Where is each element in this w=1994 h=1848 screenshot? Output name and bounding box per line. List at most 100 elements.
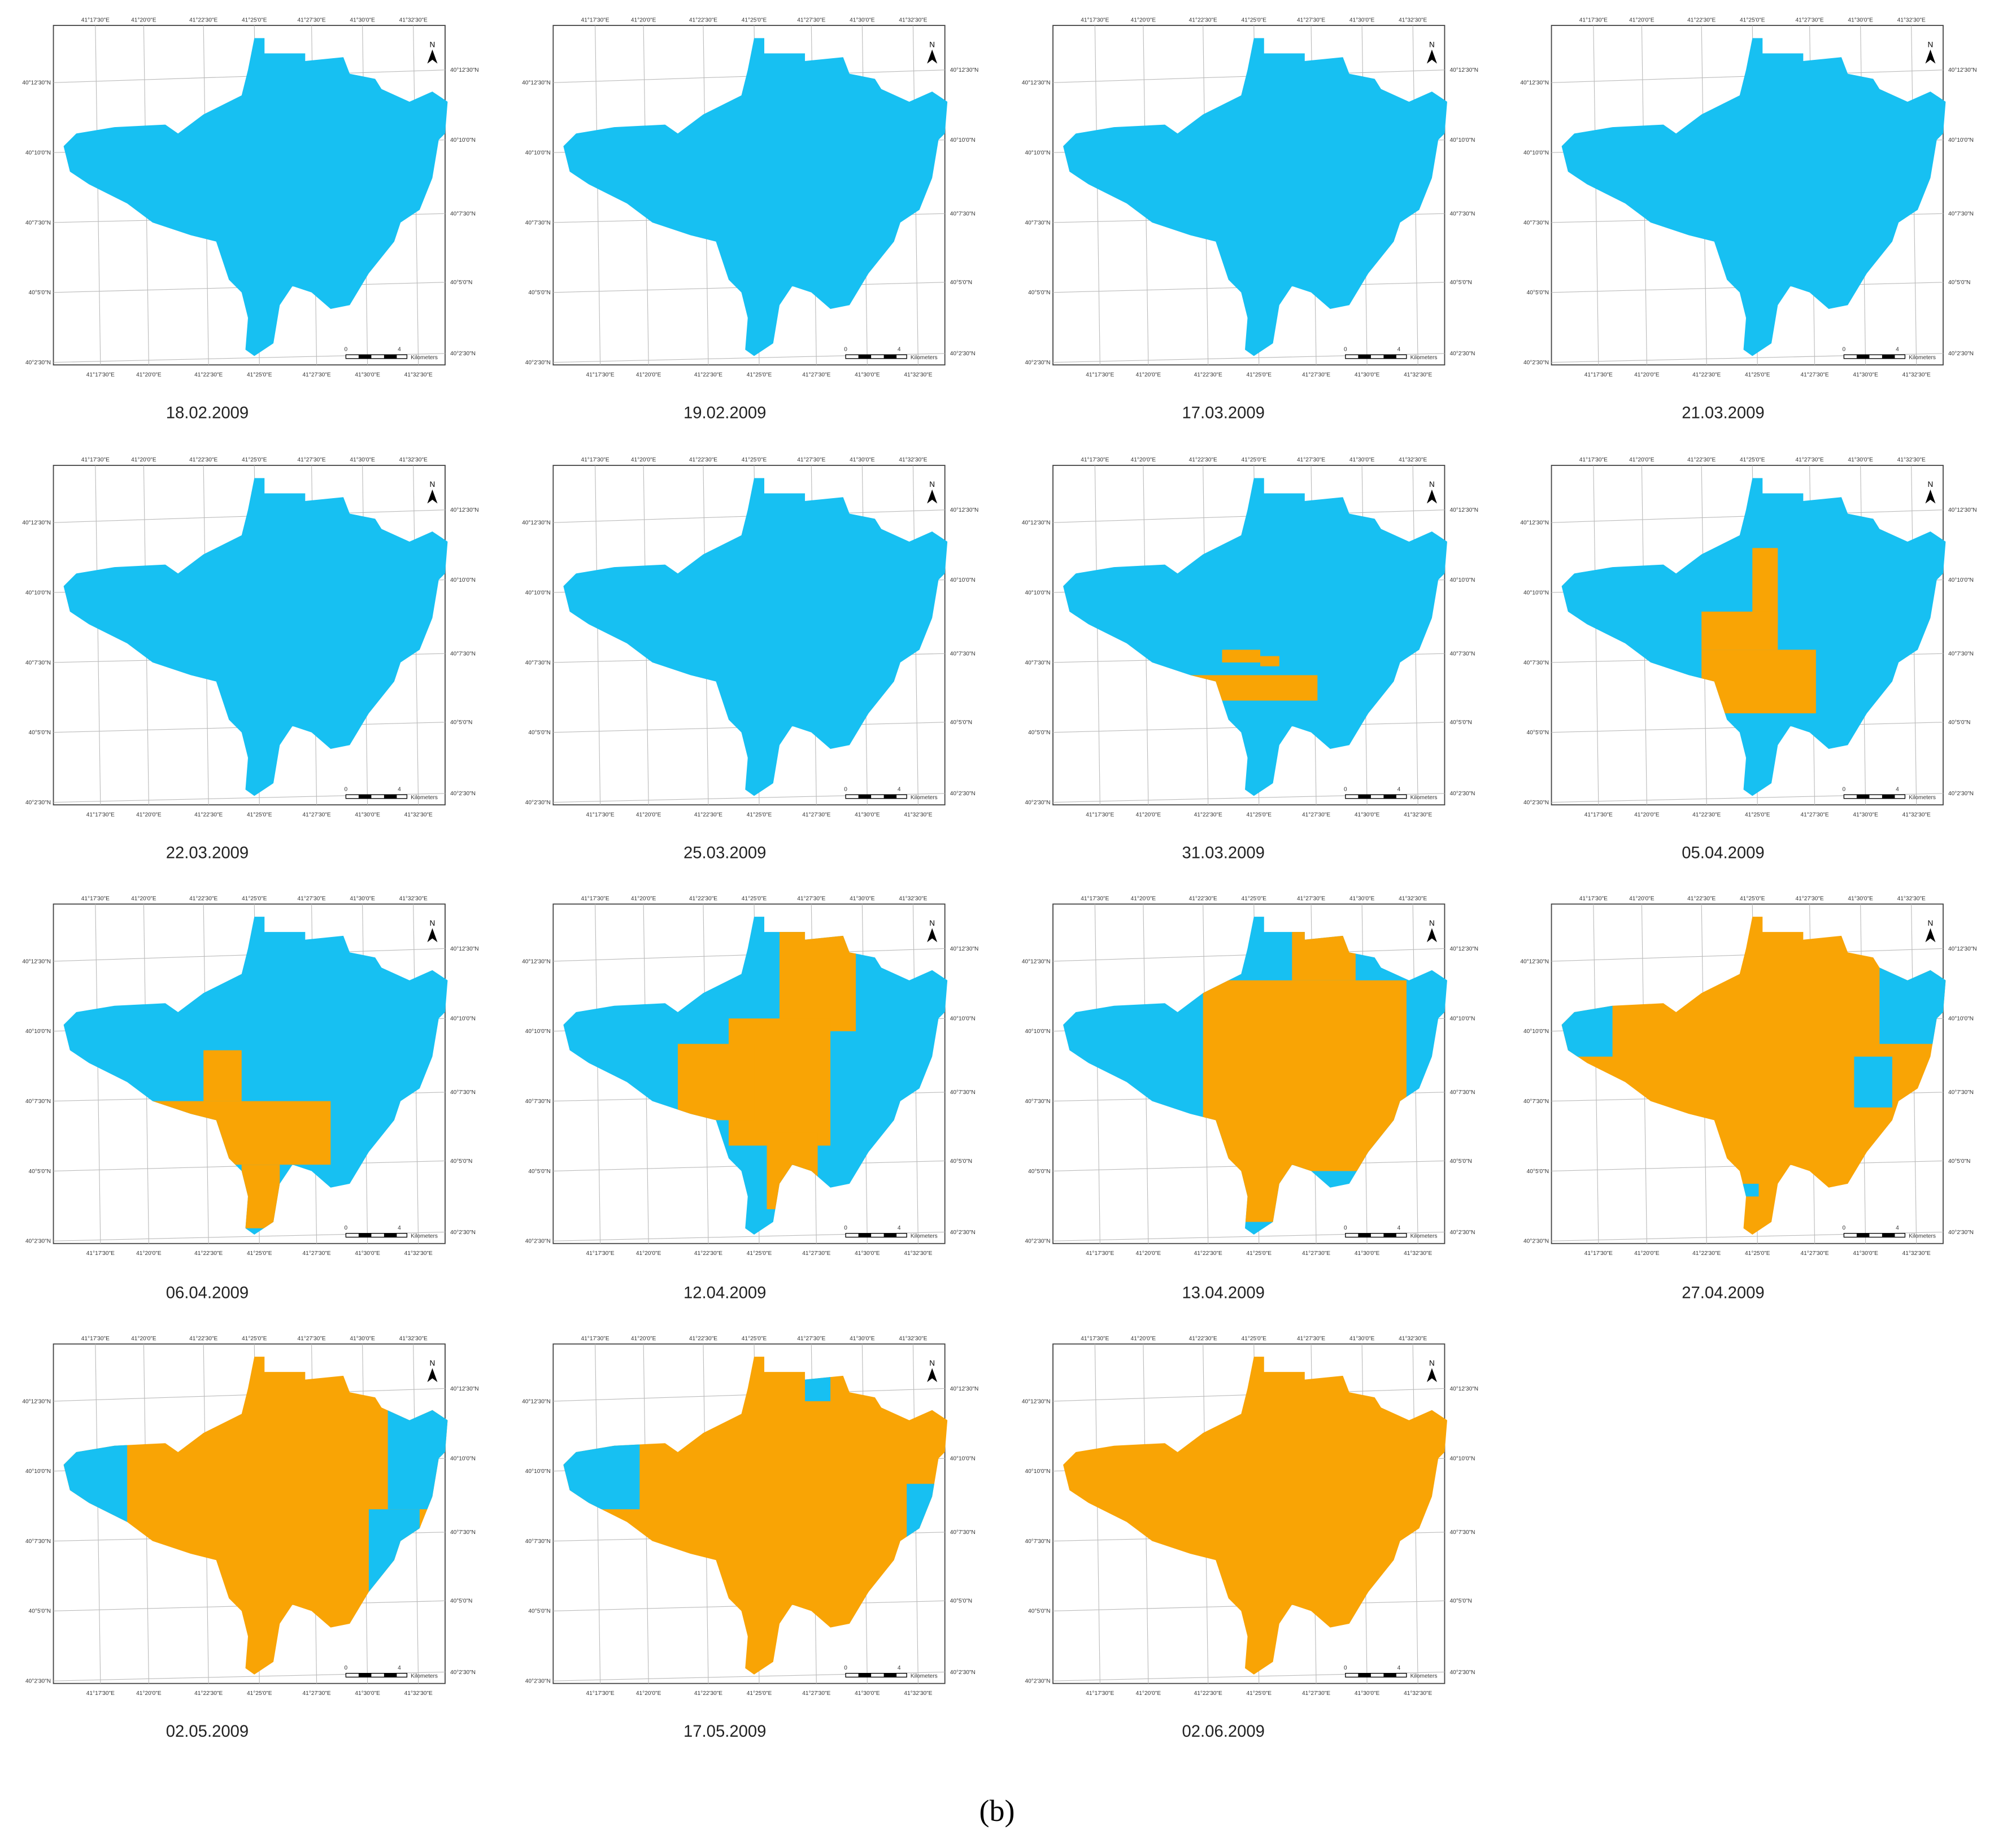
lat-label: 40°7'30"N	[950, 1529, 976, 1536]
lat-label: 40°12'30"N	[1520, 958, 1549, 965]
north-arrow	[927, 1368, 938, 1383]
scale-bar-fill	[1856, 355, 1870, 359]
lat-label: 40°2'30"N	[950, 791, 976, 797]
lat-label: 40°7'30"N	[450, 1089, 476, 1096]
lon-label: 41°27'30"E	[303, 1690, 331, 1697]
lat-label: 40°10'0"N	[25, 590, 51, 596]
lat-label: 40°10'0"N	[525, 590, 551, 596]
lon-label: 41°22'30"E	[694, 372, 722, 378]
lon-label: 41°22'30"E	[1692, 372, 1721, 378]
lon-label: 41°27'30"E	[1796, 457, 1824, 463]
lon-label: 41°25'0"E	[1740, 457, 1765, 463]
lat-label: 40°5'0"N	[29, 1609, 51, 1615]
grid-line	[1593, 465, 1599, 805]
lon-label: 41°25'0"E	[1247, 372, 1272, 378]
lon-label: 41°20'0"E	[131, 17, 156, 23]
scale-bar-fill	[1882, 795, 1895, 799]
lon-label: 41°22'30"E	[1687, 896, 1716, 902]
scale-label: 0	[1843, 346, 1846, 352]
cover-patch	[780, 929, 856, 1031]
scale-label: 4	[398, 786, 401, 792]
date-label: 12.04.2009	[683, 1284, 766, 1302]
lat-label: 40°2'30"N	[450, 791, 476, 797]
scale-bar-fill	[384, 1673, 397, 1677]
scale-label: 0	[1843, 1225, 1846, 1231]
lon-label: 41°25'0"E	[747, 372, 772, 378]
basin	[1063, 1357, 1447, 1675]
lat-label: 40°10'0"N	[450, 1016, 476, 1022]
lat-label: 40°2'30"N	[950, 1670, 976, 1676]
map-panel: 41°17'30"E 41°17'30"E 41°20'0"E 41°20'0"E 41…	[522, 896, 978, 1257]
date-label: 02.06.2009	[1182, 1723, 1265, 1741]
lon-label: 41°25'0"E	[1745, 372, 1770, 378]
scale-bar	[345, 1672, 408, 1678]
scale-label: 0	[844, 786, 847, 792]
basin	[1063, 478, 1447, 796]
lat-label: 40°2'30"N	[1449, 1230, 1475, 1236]
lat-label: 40°12'30"N	[22, 80, 51, 86]
north-arrow	[927, 49, 938, 64]
north-label: N	[1429, 919, 1435, 927]
scale-unit: Kilometers	[1410, 795, 1438, 801]
lon-label: 41°22'30"E	[1189, 17, 1217, 23]
grid-line	[95, 25, 101, 365]
north-arrow	[1426, 489, 1437, 504]
lon-label: 41°30'0"E	[855, 812, 880, 818]
lon-label: 41°22'30"E	[694, 812, 722, 818]
lon-label: 41°17'30"E	[1086, 1250, 1114, 1257]
lon-label: 41°20'0"E	[136, 1250, 162, 1257]
lon-label: 41°25'0"E	[242, 896, 267, 902]
scale-label: 4	[898, 346, 901, 352]
lat-label: 40°5'0"N	[1449, 280, 1471, 286]
basin	[63, 917, 448, 1235]
lat-label: 40°5'0"N	[1028, 1169, 1050, 1175]
lat-label: 40°12'30"N	[450, 67, 479, 73]
scale-bar-fill	[883, 355, 897, 359]
lat-label: 40°10'0"N	[1523, 590, 1549, 596]
lon-label: 41°17'30"E	[586, 372, 615, 378]
lat-label: 40°12'30"N	[1022, 958, 1051, 965]
north-arrow	[427, 928, 438, 943]
cover-patch	[241, 1165, 280, 1228]
lat-label: 40°5'0"N	[950, 1598, 972, 1605]
lat-label: 40°10'0"N	[450, 137, 476, 143]
lon-label: 41°22'30"E	[1189, 896, 1217, 902]
lat-label: 40°12'30"N	[1948, 507, 1977, 513]
lat-label: 40°5'0"N	[1527, 290, 1549, 296]
lon-label: 41°25'0"E	[1242, 1336, 1267, 1342]
lon-label: 41°30'0"E	[1355, 1250, 1380, 1257]
scale-bar	[1345, 1672, 1407, 1678]
lon-label: 41°27'30"E	[298, 896, 326, 902]
lon-label: 41°22'30"E	[689, 1336, 717, 1342]
lon-label: 41°20'0"E	[131, 896, 156, 902]
lat-label: 40°10'0"N	[950, 1456, 976, 1462]
lon-label: 41°32'30"E	[404, 372, 433, 378]
lat-label: 40°7'30"N	[1449, 1089, 1475, 1096]
lon-label: 41°30'0"E	[850, 457, 875, 463]
lon-label: 41°25'0"E	[242, 457, 267, 463]
lat-label: 40°7'30"N	[25, 220, 51, 226]
lat-label: 40°10'0"N	[25, 150, 51, 156]
lat-label: 40°5'0"N	[450, 720, 472, 726]
scale-bar-fill	[883, 1233, 897, 1237]
lon-label: 41°30'0"E	[350, 896, 375, 902]
lon-label: 41°20'0"E	[1131, 17, 1156, 23]
map-panel: 41°17'30"E 41°17'30"E 41°20'0"E 41°20'0"E 41…	[1520, 17, 1976, 378]
lat-label: 40°12'30"N	[1022, 1398, 1051, 1405]
lat-label: 40°7'30"N	[25, 660, 51, 666]
north-label: N	[1429, 40, 1435, 49]
lon-label: 41°17'30"E	[1086, 1690, 1114, 1697]
lat-label: 40°12'30"N	[22, 958, 51, 965]
lon-label: 41°30'0"E	[1349, 17, 1375, 23]
scale-bar-fill	[1383, 1673, 1396, 1677]
lon-label: 41°25'0"E	[747, 1690, 772, 1697]
lon-label: 41°30'0"E	[850, 17, 875, 23]
lon-label: 41°25'0"E	[1745, 812, 1770, 818]
lat-label: 40°5'0"N	[1028, 290, 1050, 296]
lat-label: 40°5'0"N	[1449, 1598, 1471, 1605]
scale-bar	[845, 794, 907, 799]
lat-label: 40°12'30"N	[522, 958, 551, 965]
lon-label: 41°27'30"E	[1297, 1336, 1325, 1342]
lon-label: 41°25'0"E	[1745, 1250, 1770, 1257]
date-label: 21.03.2009	[1682, 404, 1764, 422]
